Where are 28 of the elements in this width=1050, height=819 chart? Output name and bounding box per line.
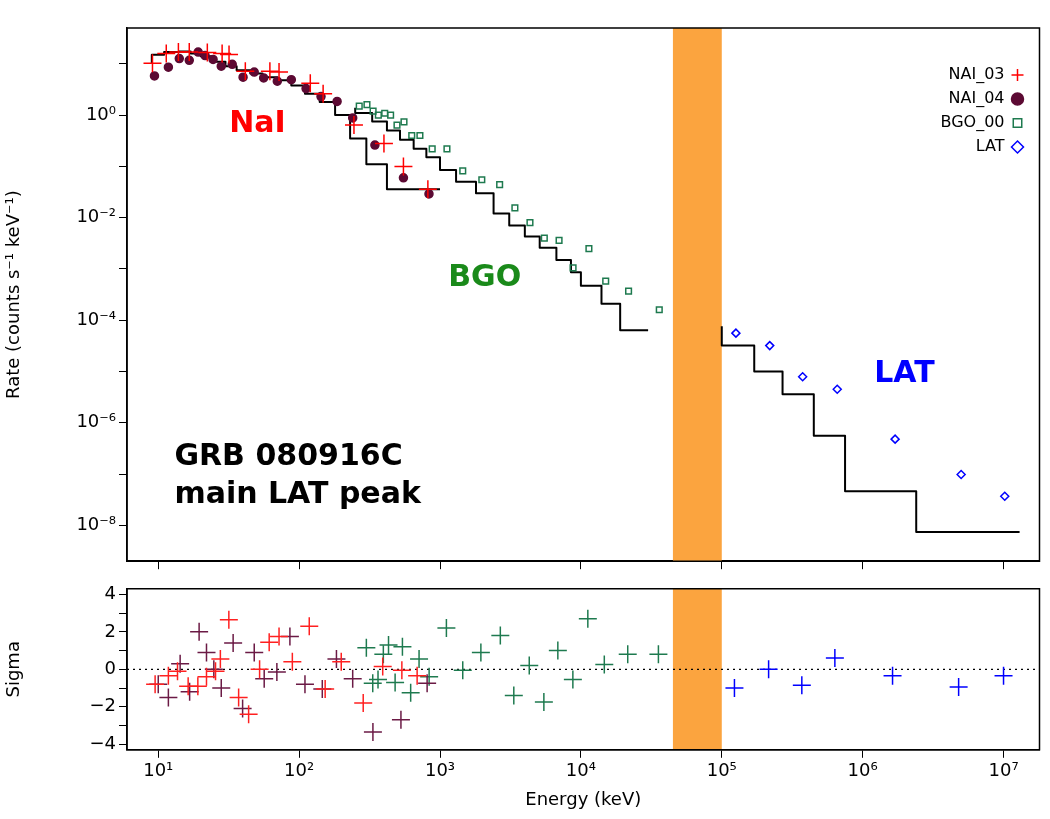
x-tick-label: 10² — [284, 759, 315, 781]
y-tick-label: 10⁻² — [76, 205, 116, 227]
annotation: BGO — [448, 258, 522, 294]
y-tick-label: 2 — [104, 619, 116, 641]
annotation: LAT — [874, 354, 936, 390]
y-axis-title: Rate (counts s⁻¹ keV⁻¹) — [2, 190, 24, 399]
x-tick-label: 10⁶ — [847, 759, 878, 781]
x-tick-label: 10⁵ — [706, 759, 737, 781]
y-tick-label: −4 — [89, 731, 116, 753]
y-tick-label: 10⁻⁶ — [76, 410, 116, 432]
x-tick-label: 10³ — [424, 759, 456, 781]
legend-label: BGO_00 — [940, 112, 1005, 133]
y-tick-label: 10⁻⁸ — [76, 513, 116, 535]
x-tick-label: 10¹ — [143, 759, 174, 781]
legend-label: LAT — [975, 136, 1005, 156]
y-axis-title: Sigma — [2, 641, 24, 698]
legend-label: NAI_03 — [948, 64, 1005, 85]
y-tick-label: 10⁻⁴ — [76, 307, 116, 329]
y-tick-label: 0 — [104, 656, 116, 678]
annotation: NaI — [229, 103, 286, 139]
y-tick-label: 10⁰ — [85, 102, 116, 124]
y-tick-label: −2 — [89, 694, 116, 716]
x-axis-title: Energy (keV) — [525, 787, 642, 809]
y-tick-label: 4 — [104, 582, 116, 604]
x-tick-label: 10⁷ — [988, 759, 1019, 781]
annotation: GRB 080916C main LAT peak — [174, 436, 422, 510]
legend-label: NAI_04 — [948, 88, 1005, 109]
x-tick-label: 10⁴ — [565, 759, 596, 781]
